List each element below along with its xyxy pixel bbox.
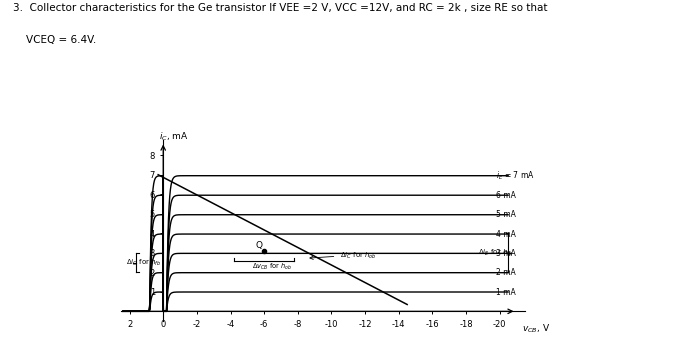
Text: 5 mA: 5 mA xyxy=(497,210,516,219)
Text: 3.  Collector characteristics for the Ge transistor If VEE =2 V, VCC =12V, and R: 3. Collector characteristics for the Ge … xyxy=(13,3,548,14)
Text: $\Delta v_{CB}$ for $h_{ob}$: $\Delta v_{CB}$ for $h_{ob}$ xyxy=(252,262,293,272)
Text: 6 mA: 6 mA xyxy=(497,191,516,200)
Text: 1 mA: 1 mA xyxy=(497,288,516,297)
Text: $\Delta i_C$ for $h_{fb}$: $\Delta i_C$ for $h_{fb}$ xyxy=(126,258,162,268)
Text: 4 mA: 4 mA xyxy=(497,230,516,239)
Text: $\Delta i_E$ for $h_{fb}$: $\Delta i_E$ for $h_{fb}$ xyxy=(478,248,513,258)
Text: $\Delta i_C$ for $h_{ob}$: $\Delta i_C$ for $h_{ob}$ xyxy=(340,251,377,261)
Text: 2 mA: 2 mA xyxy=(497,268,516,277)
Text: Q: Q xyxy=(256,241,262,250)
Text: $i_C$, mA: $i_C$, mA xyxy=(159,130,188,142)
Text: VCEQ = 6.4V.: VCEQ = 6.4V. xyxy=(13,35,97,45)
Text: $v_{CB}$, V: $v_{CB}$, V xyxy=(522,322,550,335)
Text: $i_E$ = 7 mA: $i_E$ = 7 mA xyxy=(497,170,535,182)
Text: 3 mA: 3 mA xyxy=(497,249,516,258)
